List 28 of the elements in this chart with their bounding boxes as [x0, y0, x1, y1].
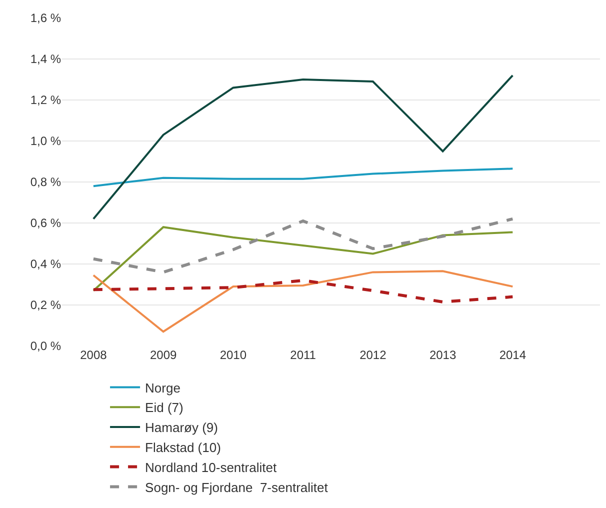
line-series	[92, 278, 514, 304]
legend-label: Hamarøy (9)	[145, 420, 218, 436]
x-tick-label: 2010	[220, 348, 247, 362]
y-tick-label: 0,6 %	[30, 216, 62, 230]
line-series	[92, 226, 514, 292]
y-tick-label: 1,6 %	[30, 11, 62, 26]
line-series	[92, 74, 514, 220]
legend-label: Eid (7)	[145, 400, 184, 416]
x-tick-label: 2014	[499, 348, 526, 362]
x-tick-label: 2009	[150, 348, 177, 362]
x-tick-label: 2013	[429, 348, 456, 362]
x-tick-label: 2012	[360, 348, 387, 362]
y-tick-label: 1,4 %	[30, 52, 62, 66]
legend-label: Norge	[145, 380, 180, 396]
y-tick-label: 1,0 %	[30, 134, 62, 148]
y-tick-label: 0,0 %	[30, 339, 62, 354]
legend-label: Flakstad (10)	[145, 440, 221, 455]
y-tick-label: 0,4 %	[30, 257, 62, 272]
line-series	[92, 168, 514, 188]
legend-label: Sogn- og Fjordane 7-sentralitet	[145, 480, 328, 495]
x-tick-label: 2008	[80, 348, 108, 362]
y-tick-label: 1,2 %	[30, 93, 62, 108]
legend-label: Nordland 10-sentralitet	[145, 460, 277, 475]
line-series	[92, 270, 514, 333]
line-series	[92, 217, 514, 274]
y-tick-label: 0,8 %	[30, 175, 62, 190]
x-tick-label: 2011	[290, 348, 316, 362]
y-tick-label: 0,2 %	[30, 298, 62, 312]
